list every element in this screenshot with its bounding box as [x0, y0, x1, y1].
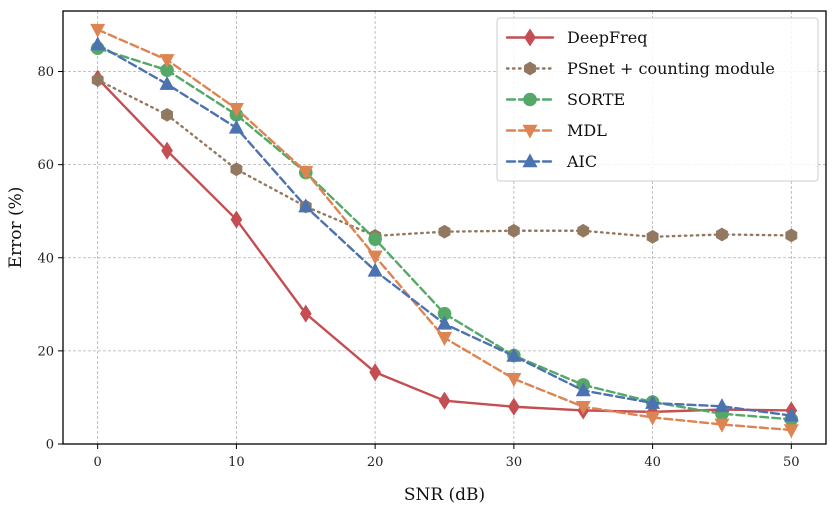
axis-ticks: 0 10 20 30 40 50 0 20 40 60 80 [37, 65, 799, 470]
data-point [438, 224, 451, 239]
series-5 [90, 36, 799, 422]
data-point [714, 398, 730, 413]
data-point [230, 210, 243, 229]
data-point [508, 397, 520, 416]
data-point [159, 75, 175, 90]
legend-marker [524, 28, 536, 47]
legend-marker [522, 153, 538, 168]
legend-box [496, 17, 819, 182]
series-4 [90, 23, 799, 439]
data-point [714, 418, 730, 433]
x-tick-label: 20 [367, 455, 384, 470]
data-point [369, 363, 381, 382]
legend-marker [524, 61, 536, 76]
data-point [90, 36, 106, 51]
legend-marker [523, 92, 537, 107]
data-point [575, 400, 591, 415]
legend-label: MDL [567, 121, 607, 140]
y-axis-label: Error (%) [6, 187, 26, 269]
data-point [646, 229, 659, 244]
data-point [299, 304, 312, 323]
x-tick-label: 10 [228, 455, 245, 470]
y-tick-label: 60 [37, 158, 54, 173]
data-point [367, 262, 383, 277]
data-point [575, 382, 591, 397]
data-point [298, 198, 314, 213]
data-point [368, 232, 382, 246]
data-point [230, 162, 243, 177]
data-point [436, 315, 453, 330]
legend-item: DeepFreq [505, 28, 647, 47]
y-tick-label: 80 [37, 65, 54, 80]
x-tick-label: 50 [783, 455, 800, 470]
legend-label: SORTE [567, 90, 625, 109]
legend-item: AIC [505, 152, 597, 171]
plot-series [90, 23, 799, 439]
data-point [506, 373, 522, 387]
data-point [367, 250, 383, 265]
data-point [228, 102, 244, 117]
data-point [91, 73, 104, 87]
legend-label: PSnet + counting module [567, 59, 775, 78]
series-2 [91, 73, 798, 244]
legend-marker [522, 124, 538, 139]
data-point [783, 407, 799, 422]
data-point [161, 141, 173, 160]
legend-item: SORTE [505, 90, 625, 109]
x-tick-label: 0 [94, 455, 102, 470]
data-point [90, 23, 106, 38]
data-point [577, 223, 590, 238]
data-point [228, 119, 244, 134]
legend-item: PSnet + counting module [505, 59, 775, 78]
data-point [507, 223, 520, 238]
y-tick-label: 0 [46, 438, 54, 453]
data-point [645, 411, 661, 426]
data-point [645, 394, 661, 409]
x-tick-label: 30 [506, 455, 523, 470]
data-point [159, 54, 175, 69]
x-tick-label: 40 [644, 455, 661, 470]
x-axis-label: SNR (dB) [404, 485, 485, 505]
data-point [436, 332, 453, 346]
legend-label: AIC [566, 152, 597, 171]
data-point [783, 424, 799, 439]
y-tick-label: 40 [37, 251, 54, 266]
plot-frame [62, 10, 827, 445]
data-point [438, 391, 451, 410]
legend-label: DeepFreq [567, 28, 647, 47]
legend-item: MDL [505, 121, 607, 140]
data-point [716, 227, 728, 242]
data-point [506, 347, 522, 362]
data-point [161, 107, 173, 122]
data-point [785, 228, 798, 243]
data-point [298, 165, 314, 180]
legend: DeepFreq PSnet + counting module SORTE MDL A… [496, 17, 819, 182]
y-tick-label: 20 [37, 344, 54, 359]
